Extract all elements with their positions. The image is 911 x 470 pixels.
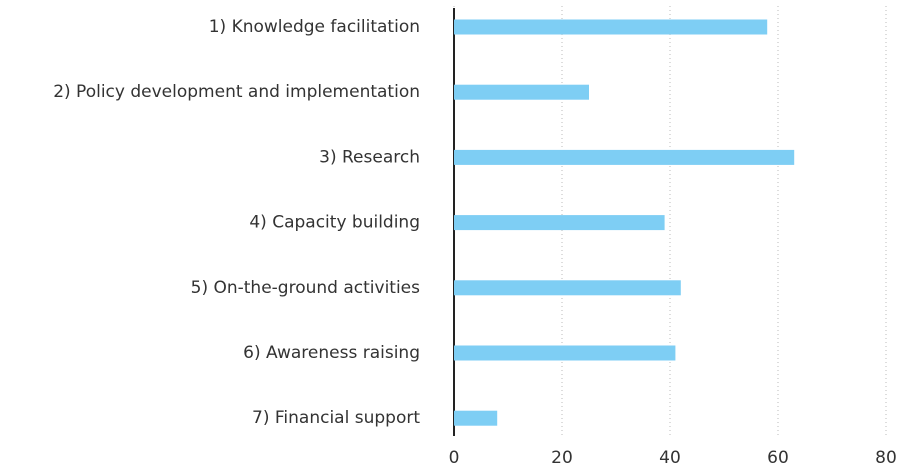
x-tick-label: 0 (449, 448, 460, 468)
bar (454, 345, 676, 361)
x-tick-label: 40 (659, 448, 681, 468)
y-tick-label: 5) On-the-ground activities (191, 278, 421, 298)
y-tick-label: 6) Awareness raising (243, 343, 420, 363)
x-tick-label: 20 (551, 448, 573, 468)
bar (454, 149, 795, 165)
bar (454, 84, 589, 100)
y-tick-label: 2) Policy development and implementation (53, 82, 420, 102)
x-tick-label: 80 (875, 448, 897, 468)
y-tick-label: 4) Capacity building (249, 213, 420, 233)
bar (454, 19, 768, 35)
y-tick-label: 1) Knowledge facilitation (209, 17, 420, 37)
bar (454, 215, 665, 231)
y-tick-label: 3) Research (319, 147, 420, 167)
bar (454, 280, 681, 296)
bar (454, 410, 498, 426)
y-tick-label: 7) Financial support (252, 408, 420, 428)
x-tick-label: 60 (767, 448, 789, 468)
